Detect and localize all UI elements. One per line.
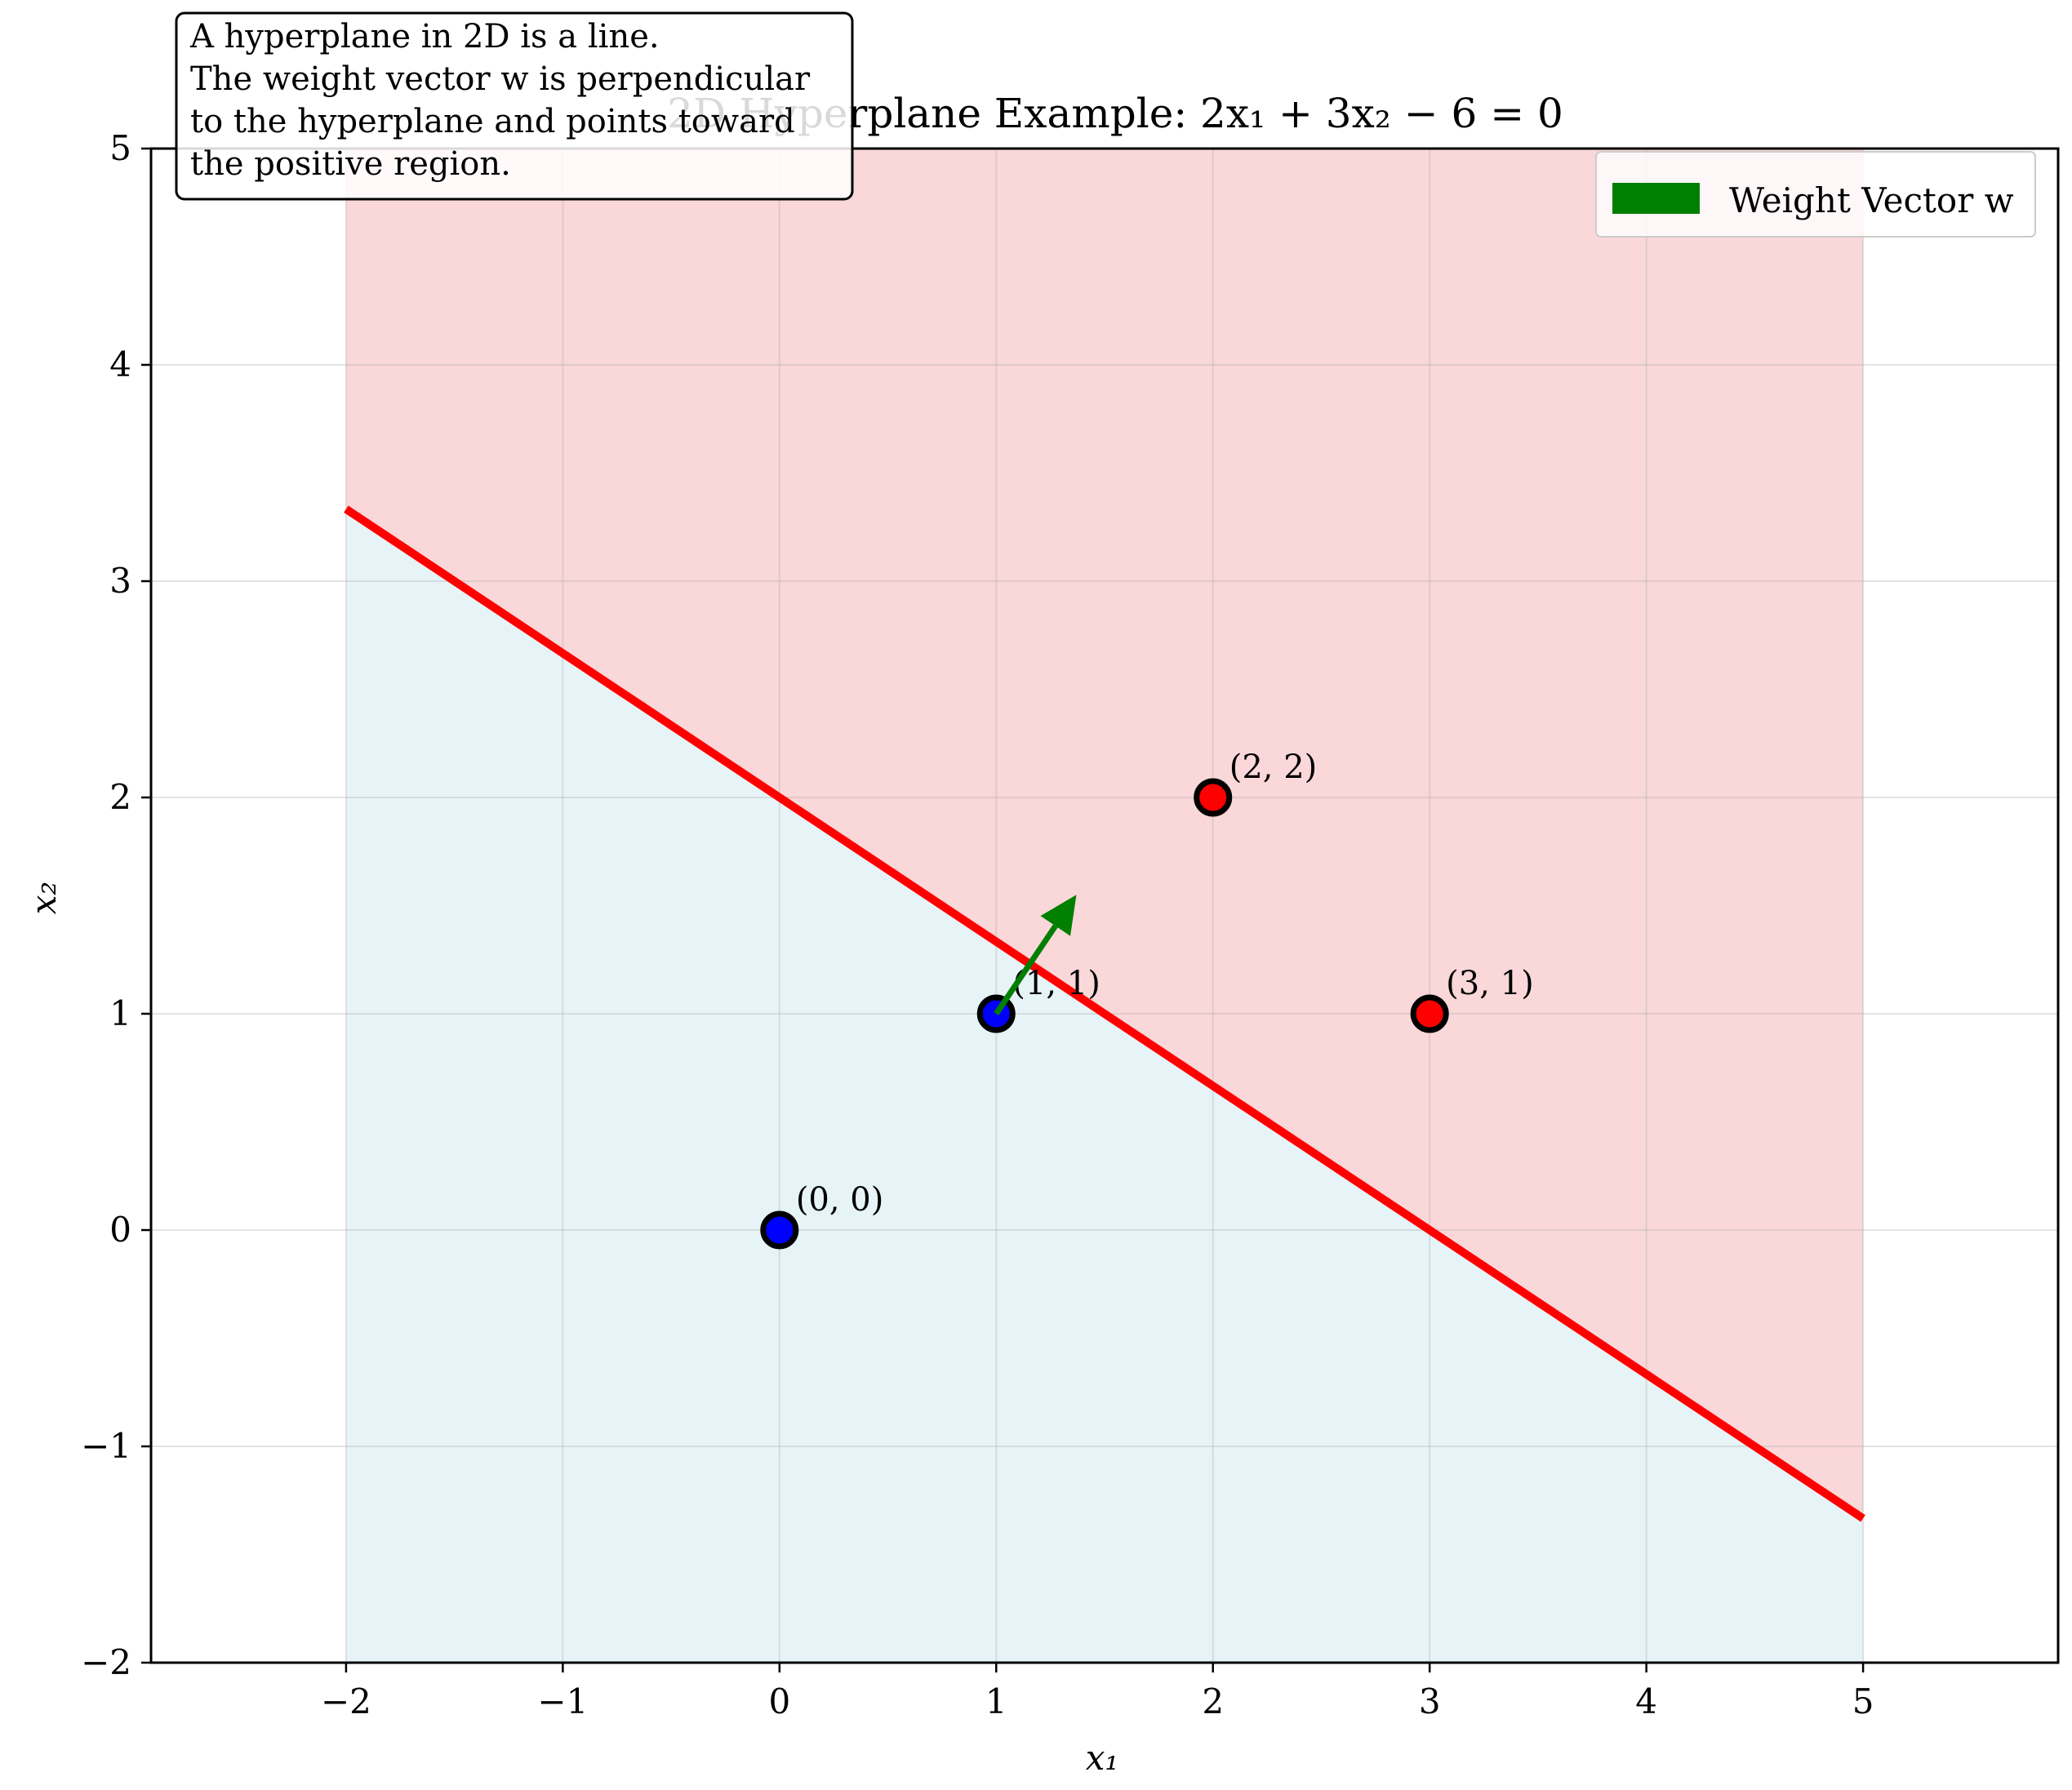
y-tick-label: 3 bbox=[109, 561, 131, 601]
y-tick-label: 0 bbox=[109, 1210, 131, 1250]
data-point bbox=[1410, 994, 1449, 1033]
annotation-line: the positive region. bbox=[190, 145, 511, 183]
data-point bbox=[1194, 778, 1233, 817]
y-tick-label: 1 bbox=[109, 993, 131, 1033]
x-tick-label: −2 bbox=[321, 1681, 371, 1721]
x-axis-label: x₁ bbox=[1086, 1738, 1119, 1778]
y-tick-label: 2 bbox=[109, 777, 131, 817]
annotation-line: A hyperplane in 2D is a line. bbox=[189, 18, 660, 56]
x-tick-label: 5 bbox=[1852, 1681, 1874, 1721]
weight-vector-head bbox=[1040, 895, 1077, 936]
hyperplane bbox=[344, 505, 1865, 1522]
annotation-line: The weight vector w is perpendicular bbox=[190, 60, 811, 98]
y-tick-label: 4 bbox=[109, 344, 131, 384]
axes bbox=[149, 147, 2060, 1664]
legend-swatch bbox=[1612, 183, 1700, 214]
data-point-label: (3, 1) bbox=[1446, 965, 1534, 1002]
legend-frame bbox=[1595, 151, 2036, 238]
x-tick-label: 0 bbox=[768, 1681, 790, 1721]
x-tick-label: 1 bbox=[985, 1681, 1007, 1721]
positive-region bbox=[345, 149, 1864, 1519]
annotation-line: to the hyperplane and points toward bbox=[190, 103, 795, 140]
hyperplane-line bbox=[344, 505, 1865, 1522]
data-point-label: (0, 0) bbox=[796, 1181, 884, 1219]
legend: Weight Vector w bbox=[1595, 151, 2036, 238]
x-tick-label: −1 bbox=[537, 1681, 588, 1721]
x-tick-label: 2 bbox=[1202, 1681, 1224, 1721]
data-point-label: (2, 2) bbox=[1229, 748, 1318, 786]
y-tick-label: −2 bbox=[81, 1642, 131, 1682]
y-tick-label: −1 bbox=[81, 1426, 131, 1466]
ticks: −2 −1 0 1 2 3 4 5 −2 −1 0 1 2 3 4 5 bbox=[81, 128, 1874, 1721]
x-tick-label: 4 bbox=[1635, 1681, 1657, 1721]
legend-label: Weight Vector w bbox=[1729, 180, 2014, 220]
regions bbox=[345, 149, 1864, 1663]
weight-vector-shaft bbox=[994, 924, 1058, 1015]
y-tick-label: 5 bbox=[109, 128, 131, 168]
annotation-frame bbox=[175, 11, 854, 201]
negative-region bbox=[345, 509, 1864, 1663]
plot-frame bbox=[149, 147, 2060, 1664]
annotation-box: A hyperplane in 2D is a line. The weight… bbox=[175, 11, 854, 201]
x-tick-label: 3 bbox=[1419, 1681, 1441, 1721]
y-axis-label: x₂ bbox=[24, 882, 64, 915]
weight-vector bbox=[994, 895, 1077, 1015]
data-point bbox=[760, 1210, 799, 1250]
